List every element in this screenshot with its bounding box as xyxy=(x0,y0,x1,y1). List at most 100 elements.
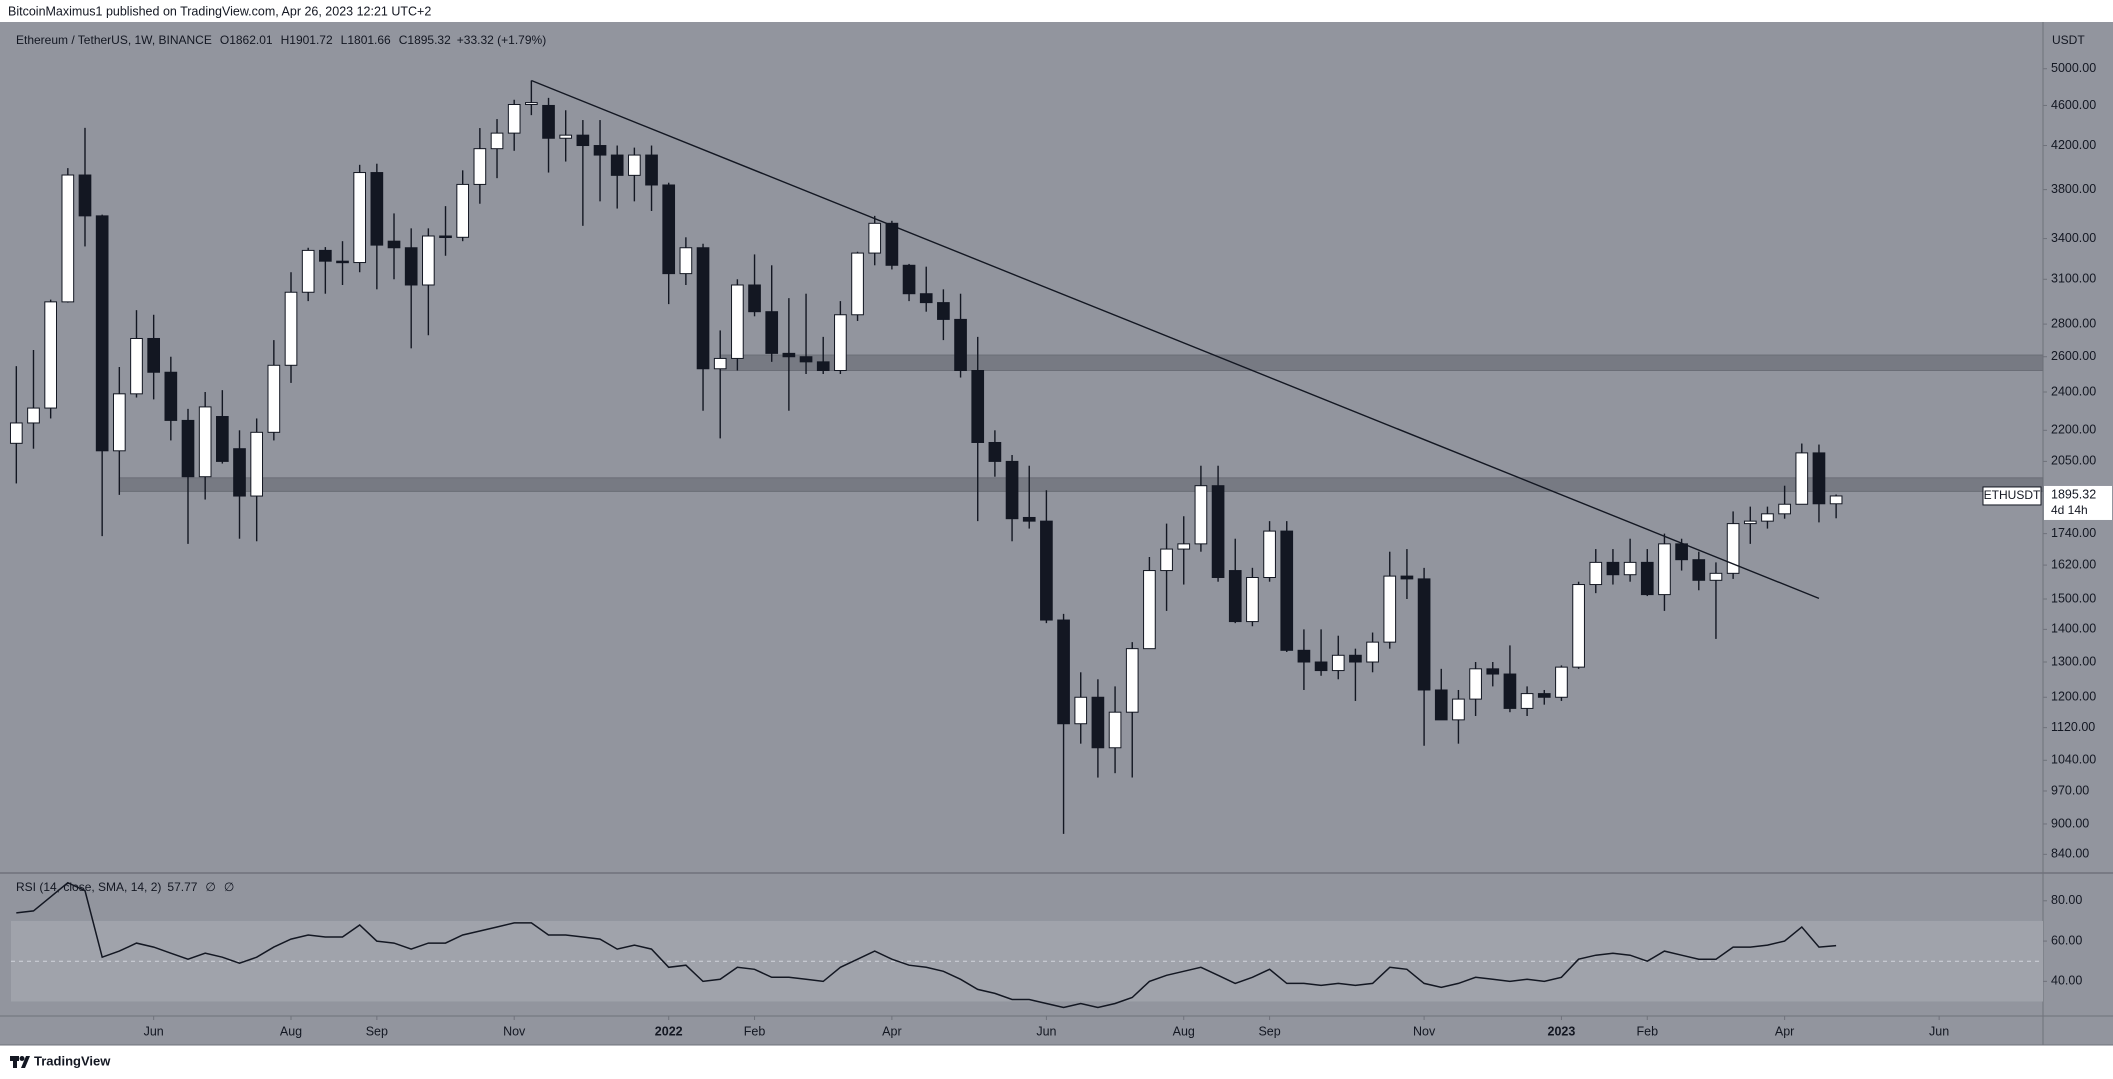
x-tick-label: Aug xyxy=(280,1024,302,1038)
rsi-line xyxy=(16,881,1837,1009)
y-tick-label: 1300.00 xyxy=(2051,654,2096,668)
candle-body xyxy=(902,264,916,295)
candle-body xyxy=(1349,654,1362,663)
candle-body xyxy=(78,174,92,217)
y-tick-label: 1040.00 xyxy=(2051,753,2096,767)
candle-body xyxy=(422,235,435,286)
rsi-header: RSI (14, close, SMA, 14, 2) 57.77 ∅ ∅ xyxy=(16,880,234,894)
candle-body xyxy=(628,154,641,176)
candle-body xyxy=(1520,693,1534,709)
published-line: BitcoinMaximus1 published on TradingView… xyxy=(8,4,431,18)
x-tick-label: Feb xyxy=(1637,1024,1659,1038)
candle-body xyxy=(1005,460,1019,520)
candle-body xyxy=(1177,543,1191,550)
candle-body xyxy=(1057,619,1070,725)
ohlc-value: 1862.01 xyxy=(229,33,273,47)
y-tick-label: 840.00 xyxy=(2051,847,2089,861)
candle-body xyxy=(713,357,727,370)
candle-body xyxy=(765,311,779,354)
ohlc-value: 1901.72 xyxy=(289,33,333,47)
candle-body xyxy=(1709,572,1723,581)
y-tick-label: 900.00 xyxy=(2051,816,2089,830)
support-zone xyxy=(118,477,2044,492)
ohlc-label: H xyxy=(281,33,290,47)
candle-body xyxy=(404,247,418,286)
y2-tick-label: 80.00 xyxy=(2051,893,2082,907)
candle-body xyxy=(851,252,864,316)
candle-body xyxy=(507,104,521,134)
candle-body xyxy=(748,284,761,313)
candle-body xyxy=(1778,503,1791,515)
chart-background xyxy=(0,22,2113,1045)
candle-body xyxy=(1692,559,1706,581)
candle-body xyxy=(1194,485,1208,545)
y-tick-label: 1400.00 xyxy=(2051,622,2096,636)
chart-header: Ethereum / TetherUS, 1W, BINANCE O1862.01… xyxy=(16,33,546,47)
candle-body xyxy=(971,370,985,443)
candle-body xyxy=(147,337,161,373)
candle-body xyxy=(1726,523,1740,574)
candle-body xyxy=(95,215,109,452)
x-tick-label: Apr xyxy=(882,1024,901,1038)
rsi-title: RSI (14, close, SMA, 14, 2) xyxy=(16,880,161,894)
candle-body xyxy=(1469,668,1482,700)
candle-body xyxy=(112,393,126,452)
ohlc-label: O xyxy=(220,33,229,47)
candle-body xyxy=(1486,668,1500,675)
candle-body xyxy=(1366,641,1379,663)
candle-body xyxy=(1040,520,1053,621)
y-tick-label: 4600.00 xyxy=(2051,98,2096,112)
candle-body xyxy=(1537,693,1551,698)
candle-body xyxy=(1314,661,1328,672)
y-tick-label: 2200.00 xyxy=(2051,423,2096,437)
candle-body xyxy=(1297,649,1311,663)
candle-body xyxy=(1331,654,1345,672)
ohlc-value: 1801.66 xyxy=(347,33,391,47)
countdown-label: 4d 14h xyxy=(2051,503,2088,517)
currency-label: USDT xyxy=(2052,33,2085,47)
candle-body xyxy=(542,104,555,139)
ohlc-value: 1895.32 xyxy=(407,33,451,47)
candle-body xyxy=(988,441,1002,462)
candle-body xyxy=(559,134,573,139)
candle-body xyxy=(1280,530,1294,651)
y-tick-label: 1200.00 xyxy=(2051,690,2096,704)
x-tick-label: 2022 xyxy=(655,1024,683,1038)
candle-body xyxy=(1228,570,1242,623)
candle-body xyxy=(164,371,178,421)
rsi-na: ∅ xyxy=(224,880,234,894)
y-tick-label: 1500.00 xyxy=(2051,591,2096,605)
candle-body xyxy=(1761,513,1774,522)
candle-body xyxy=(782,352,796,358)
candle-body xyxy=(799,356,813,363)
candle-body xyxy=(868,222,882,254)
candle-body xyxy=(130,337,143,395)
x-tick-label: Jun xyxy=(1036,1024,1056,1038)
candle-body xyxy=(1606,561,1620,576)
candle-body xyxy=(1143,570,1156,650)
y-tick-label: 5000.00 xyxy=(2051,61,2096,75)
y-tick-label: 3800.00 xyxy=(2051,182,2096,196)
candle-body xyxy=(1812,452,1826,505)
symbol-box xyxy=(1982,486,2042,506)
x-tick-label: Apr xyxy=(1775,1024,1794,1038)
y-tick-label: 2400.00 xyxy=(2051,384,2096,398)
change: +33.32 (+1.79%) xyxy=(457,33,546,47)
candle-body xyxy=(1125,648,1139,713)
candle-body xyxy=(1829,495,1843,505)
y-tick-label: 2600.00 xyxy=(2051,349,2096,363)
x-tick-label: Sep xyxy=(1258,1024,1280,1038)
candle-body xyxy=(816,361,830,372)
y2-tick-label: 40.00 xyxy=(2051,974,2082,988)
candle-body xyxy=(1623,561,1637,576)
y-tick-label: 3100.00 xyxy=(2051,272,2096,286)
x-tick-label: Nov xyxy=(503,1024,526,1038)
candle-body xyxy=(336,260,349,264)
candle-body xyxy=(1589,561,1603,586)
candle-body xyxy=(1108,711,1122,749)
candle-body xyxy=(1503,673,1517,709)
y2-tick-label: 60.00 xyxy=(2051,933,2082,947)
ohlc-label: L xyxy=(341,33,348,47)
x-tick-label: Aug xyxy=(1173,1024,1195,1038)
candle-body xyxy=(233,448,246,497)
